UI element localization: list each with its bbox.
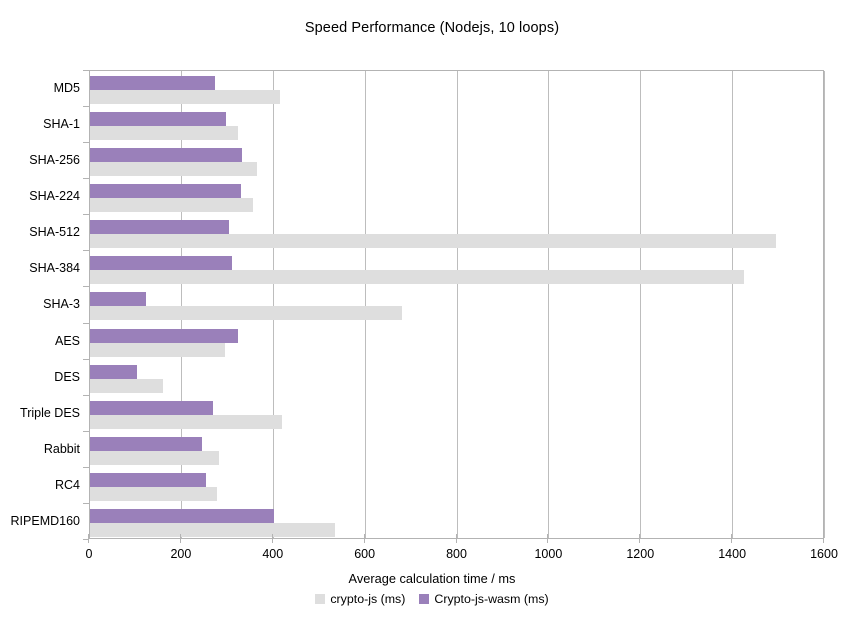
gridline-200 [180, 71, 182, 538]
x-tick-label-1600: 1600 [810, 547, 838, 561]
bar-crypto-js-wasm-ripemd160 [90, 508, 274, 523]
bar-crypto-js-wasm-sha-3 [90, 292, 146, 307]
bar-crypto-js-sha-256 [90, 162, 257, 177]
gridline-800 [456, 71, 458, 538]
x-tick-label-600: 600 [354, 547, 376, 561]
y-label-sha-384: SHA-384 [29, 261, 80, 276]
x-tick-label-1400: 1400 [718, 547, 747, 561]
bar-crypto-js-wasm-rc4 [90, 472, 206, 487]
bar-crypto-js-wasm-aes [90, 328, 238, 343]
bar-crypto-js-wasm-triple-des [90, 400, 214, 415]
x-axis-tick-1000 [547, 534, 549, 543]
x-axis-tick-600 [363, 534, 365, 543]
y-axis-tick [83, 142, 89, 144]
legend-item-crypto-js-ms-: crypto-js (ms) [315, 592, 405, 606]
y-axis-tick [83, 70, 89, 71]
gridline-1200 [640, 71, 642, 538]
legend-swatch-icon [315, 594, 326, 604]
bar-crypto-js-md5 [90, 90, 280, 104]
y-axis-tick [83, 539, 89, 540]
x-axis-title: Average calculation time / ms [348, 571, 516, 586]
bar-crypto-js-wasm-sha-512 [90, 220, 229, 235]
bar-crypto-js-triple-des [90, 414, 282, 429]
legend-label: Crypto-js-wasm (ms) [434, 592, 549, 606]
y-label-sha-512: SHA-512 [29, 225, 80, 240]
y-axis-tick [83, 502, 89, 504]
bar-crypto-js-sha-3 [90, 306, 403, 321]
bar-crypto-js-aes [90, 342, 226, 357]
gridline-600 [364, 71, 366, 538]
legend: crypto-js (ms) Crypto-js-wasm (ms) [0, 592, 864, 606]
y-label-aes: AES [54, 333, 80, 348]
y-axis-tick [83, 394, 89, 396]
x-axis-tick-1200 [639, 534, 641, 543]
y-axis-tick [83, 322, 89, 324]
bar-crypto-js-wasm-sha-256 [90, 148, 243, 163]
x-axis-tick-400 [271, 534, 273, 543]
bar-crypto-js-rc4 [90, 486, 218, 501]
bar-crypto-js-wasm-sha-224 [90, 184, 242, 199]
y-label-triple-des: Triple DES [20, 405, 80, 420]
y-label-sha-1: SHA-1 [43, 117, 80, 132]
x-tick-label-800: 800 [446, 547, 467, 561]
x-tick-label-0: 0 [85, 547, 93, 561]
bar-crypto-js-wasm-des [90, 364, 137, 379]
x-axis-tick-800 [455, 534, 457, 543]
gridline-1400 [732, 71, 734, 538]
gridline-400 [272, 71, 274, 538]
bar-crypto-js-wasm-rabbit [90, 436, 203, 451]
chart-title: Speed Performance (Nodejs, 10 loops) [304, 20, 560, 36]
x-axis-tick-0 [88, 534, 89, 543]
x-tick-label-1200: 1200 [626, 547, 655, 561]
y-axis-tick [83, 430, 89, 432]
x-tick-label-200: 200 [170, 547, 192, 561]
bar-crypto-js-sha-384 [90, 270, 744, 285]
gridline-1600 [824, 71, 825, 538]
bar-crypto-js-sha-1 [90, 126, 238, 141]
y-label-rc4: RC4 [54, 477, 80, 492]
x-axis-tick-200 [179, 534, 181, 543]
y-label-sha-3: SHA-3 [43, 297, 80, 312]
y-label-rabbit: Rabbit [43, 441, 80, 456]
bar-crypto-js-ripemd160 [90, 522, 336, 537]
bar-crypto-js-wasm-sha-384 [90, 256, 232, 271]
legend-item-crypto-js-wasm-ms-: Crypto-js-wasm (ms) [419, 592, 549, 606]
x-axis-tick-1600 [823, 534, 824, 543]
y-label-sha-224: SHA-224 [29, 189, 80, 204]
y-axis-tick [83, 106, 89, 108]
bar-crypto-js-sha-512 [90, 234, 776, 249]
y-axis-tick [83, 178, 89, 180]
bar-crypto-js-rabbit [90, 450, 220, 465]
y-axis-tick [83, 358, 89, 360]
x-axis-tick-1400 [731, 534, 733, 543]
bar-crypto-js-des [90, 378, 163, 393]
y-label-des: DES [54, 369, 80, 384]
y-label-ripemd160: RIPEMD160 [10, 513, 80, 528]
bar-crypto-js-wasm-md5 [90, 76, 215, 90]
gridline-1000 [548, 71, 550, 538]
y-label-sha-256: SHA-256 [29, 153, 80, 168]
y-label-md5: MD5 [53, 81, 80, 96]
y-axis-tick [83, 286, 89, 288]
legend-label: crypto-js (ms) [330, 592, 406, 606]
y-axis-tick [83, 250, 89, 252]
x-tick-label-1000: 1000 [534, 547, 563, 561]
x-tick-label-400: 400 [262, 547, 284, 561]
y-axis-tick [83, 466, 89, 468]
y-axis-tick [83, 214, 89, 216]
bar-crypto-js-wasm-sha-1 [90, 112, 226, 127]
legend-swatch-icon [419, 594, 430, 604]
bar-crypto-js-sha-224 [90, 198, 253, 213]
plot-area [89, 70, 825, 539]
